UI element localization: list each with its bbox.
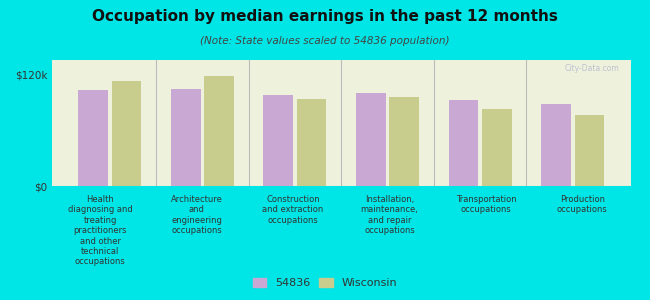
Text: Construction
and extraction
occupations: Construction and extraction occupations — [263, 195, 324, 225]
Bar — [297, 99, 326, 186]
Bar — [541, 104, 571, 186]
Bar — [575, 115, 604, 186]
Text: (Note: State values scaled to 54836 population): (Note: State values scaled to 54836 popu… — [200, 36, 450, 46]
Legend: 54836, Wisconsin: 54836, Wisconsin — [250, 274, 400, 291]
Bar — [204, 76, 234, 186]
Text: Installation,
maintenance,
and repair
occupations: Installation, maintenance, and repair oc… — [361, 195, 419, 235]
Bar — [171, 89, 200, 186]
Bar — [78, 90, 108, 186]
Bar — [389, 97, 419, 186]
Text: Health
diagnosing and
treating
practitioners
and other
technical
occupations: Health diagnosing and treating practitio… — [68, 195, 133, 266]
Text: Occupation by median earnings in the past 12 months: Occupation by median earnings in the pas… — [92, 9, 558, 24]
Text: City-Data.com: City-Data.com — [564, 64, 619, 73]
Bar — [448, 100, 478, 186]
Bar — [356, 93, 385, 186]
Text: Transportation
occupations: Transportation occupations — [456, 195, 516, 214]
Bar — [263, 94, 293, 186]
Bar — [482, 110, 512, 186]
Bar — [112, 82, 141, 186]
Text: Production
occupations: Production occupations — [557, 195, 608, 214]
Text: Architecture
and
engineering
occupations: Architecture and engineering occupations — [171, 195, 222, 235]
